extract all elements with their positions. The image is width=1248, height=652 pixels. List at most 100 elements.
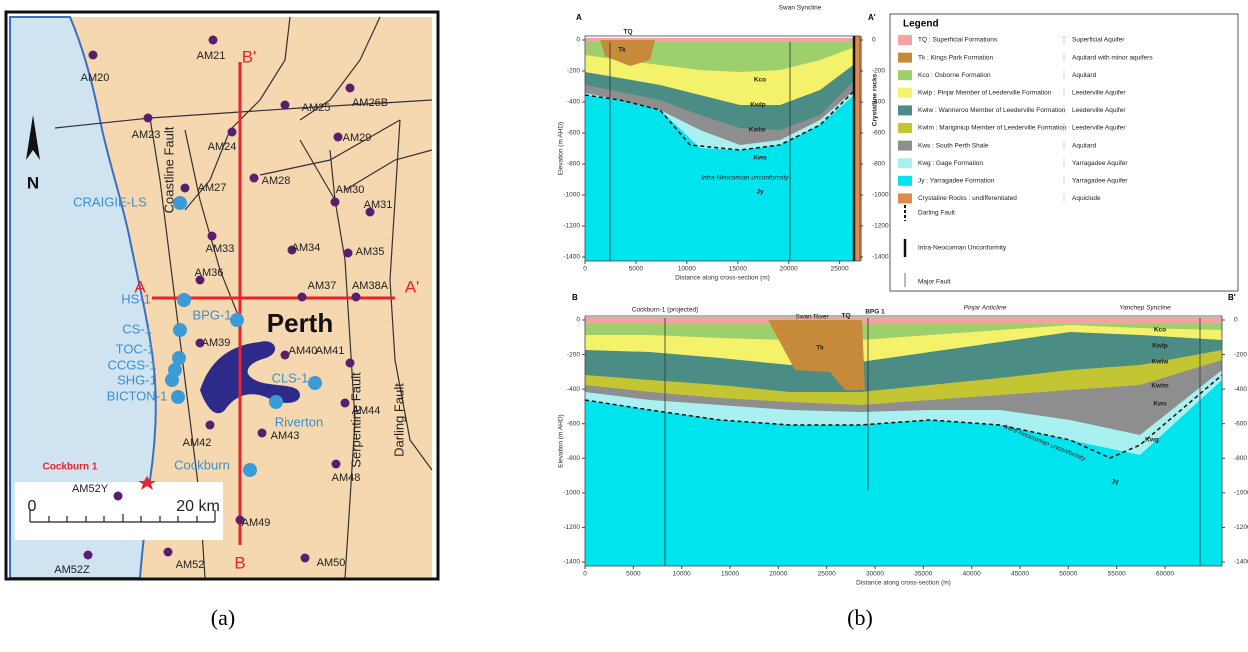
legend-aquifer: Leederville Aquifer [1072, 107, 1126, 114]
well-marker [334, 133, 343, 142]
x-tick-label: 0 [583, 266, 587, 273]
well-marker [209, 36, 218, 45]
well-label: AM25 [302, 102, 331, 114]
y-tick-label: 0 [576, 37, 580, 44]
bore-marker [165, 373, 179, 387]
well-marker [281, 101, 290, 110]
y2-tick-label: -800 [872, 161, 885, 168]
well-marker [114, 492, 123, 501]
legend-label: Kco : Osborne Formation [918, 72, 991, 79]
layer-label: Kwg [1145, 437, 1159, 444]
legend-aquifer: Aquitard [1072, 72, 1097, 79]
well-marker [84, 551, 93, 560]
x-tick-label: 25000 [831, 266, 849, 273]
feature-label: Swan Syncline [779, 5, 822, 12]
bore-label: CS-1 [122, 321, 152, 336]
x-tick-label: 55000 [1108, 571, 1126, 578]
x-tick-label: 40000 [963, 571, 981, 578]
well-label: AM39 [202, 337, 231, 349]
fault-label: Serpentine Fault [348, 372, 363, 468]
fault-label: Darling Fault [391, 383, 406, 457]
legend-symbol-label: Darling Fault [918, 210, 955, 217]
bore-label: BICTON-1 [107, 388, 167, 403]
x-tick-label: 0 [583, 571, 587, 578]
bore-label: SHG-1 [117, 372, 157, 387]
feature-label: Pinjar Anticline [964, 305, 1007, 312]
x-tick-label: 5000 [629, 266, 644, 273]
well-label: AM26B [352, 97, 388, 109]
well-label: AM31 [364, 199, 393, 211]
x-tick-label: 50000 [1059, 571, 1077, 578]
well-label: AM52Z [54, 564, 90, 576]
x-tick-label: 45000 [1011, 571, 1029, 578]
bore-marker [177, 293, 191, 307]
y2-tick-label: -1400 [1234, 559, 1248, 566]
legend-label: TQ : Superficial Formations [918, 37, 998, 44]
layer-label: Kco [754, 77, 766, 84]
feature-label: Cockburn-1 (projected) [632, 307, 698, 314]
y2-tick-label: -1200 [1234, 524, 1248, 531]
x-tick-label: 30000 [866, 571, 884, 578]
layer-label: Tk [816, 345, 824, 352]
y-tick-label: -1000 [563, 192, 580, 199]
legend-aquifer: Yarragadee Aquifer [1072, 178, 1128, 185]
legend-swatch [898, 176, 912, 186]
bore-marker [243, 463, 257, 477]
well-marker [144, 114, 153, 123]
legend-aquifer: Yarragadee Aquifer [1072, 160, 1128, 167]
well-marker [301, 554, 310, 563]
y-tick-label: -1200 [563, 524, 580, 531]
well-marker [344, 249, 353, 258]
x-tick-label: 5000 [626, 571, 641, 578]
scale-label: 0 [28, 498, 37, 515]
x-tick-label: 15000 [721, 571, 739, 578]
x-tick-label: 10000 [673, 571, 691, 578]
well-label: AM30 [336, 184, 365, 196]
x-axis-label: Distance along cross-section (m) [856, 580, 951, 587]
well-label: AM21 [197, 50, 226, 62]
legend-swatch [898, 70, 912, 80]
x-tick-label: 20000 [780, 266, 798, 273]
well-label: AM28 [262, 175, 291, 187]
y-tick-label: -1400 [563, 254, 580, 261]
y-tick-label: -1200 [563, 223, 580, 230]
legend-aquifer: Leederville Aquifer [1072, 125, 1126, 132]
site-label: Cockburn 1 [42, 462, 97, 473]
well-marker [331, 198, 340, 207]
feature-label: Yanchep Syncline [1119, 305, 1171, 312]
y-tick-label: -1000 [563, 490, 580, 497]
well-marker [332, 460, 341, 469]
y-tick-label: -800 [567, 161, 580, 168]
section-end-label: A [576, 13, 582, 22]
layer-label: Tk [618, 47, 626, 54]
well-label: AM49 [242, 517, 271, 529]
rock-layer [585, 317, 1222, 324]
scale-label: 20 km [176, 498, 220, 515]
legend-title: Legend [903, 19, 939, 30]
city-label: Perth [267, 308, 333, 338]
legend-aquifer: Leederville Aquifer [1072, 90, 1126, 97]
unconformity-label: Intra-Neocomian unconformity [701, 175, 789, 182]
feature-label: Swan River [795, 314, 829, 321]
section-end-label: A' [405, 277, 420, 296]
layer-label: Kwlp [750, 102, 766, 109]
legend-swatch [898, 53, 912, 63]
legend-label: Kws : South Perth Shale [918, 142, 989, 149]
legend-aquifer: Aquitard [1072, 142, 1097, 149]
y2-tick-label: -800 [1234, 455, 1247, 462]
y-tick-label: -600 [567, 130, 580, 137]
well-marker [346, 84, 355, 93]
bore-label: CLS-1 [272, 370, 309, 385]
legend-label: Crystaline Rocks : undifferentiated [918, 195, 1017, 202]
section-end-label: A' [868, 13, 876, 22]
figure: AM20AM21AM23AM25AM26BAM24AM29AM27AM28AM3… [0, 0, 1248, 652]
well-marker [89, 51, 98, 60]
y2-tick-label: 0 [1234, 317, 1238, 324]
well-label: AM35 [356, 246, 385, 258]
well-label: AM42 [183, 437, 212, 449]
legend-symbol-label: Intra-Neocomian Unconformity [918, 245, 1007, 252]
bore-marker [308, 376, 322, 390]
well-marker [258, 429, 267, 438]
legend-label: Jy : Yarragadee Formation [918, 178, 995, 185]
